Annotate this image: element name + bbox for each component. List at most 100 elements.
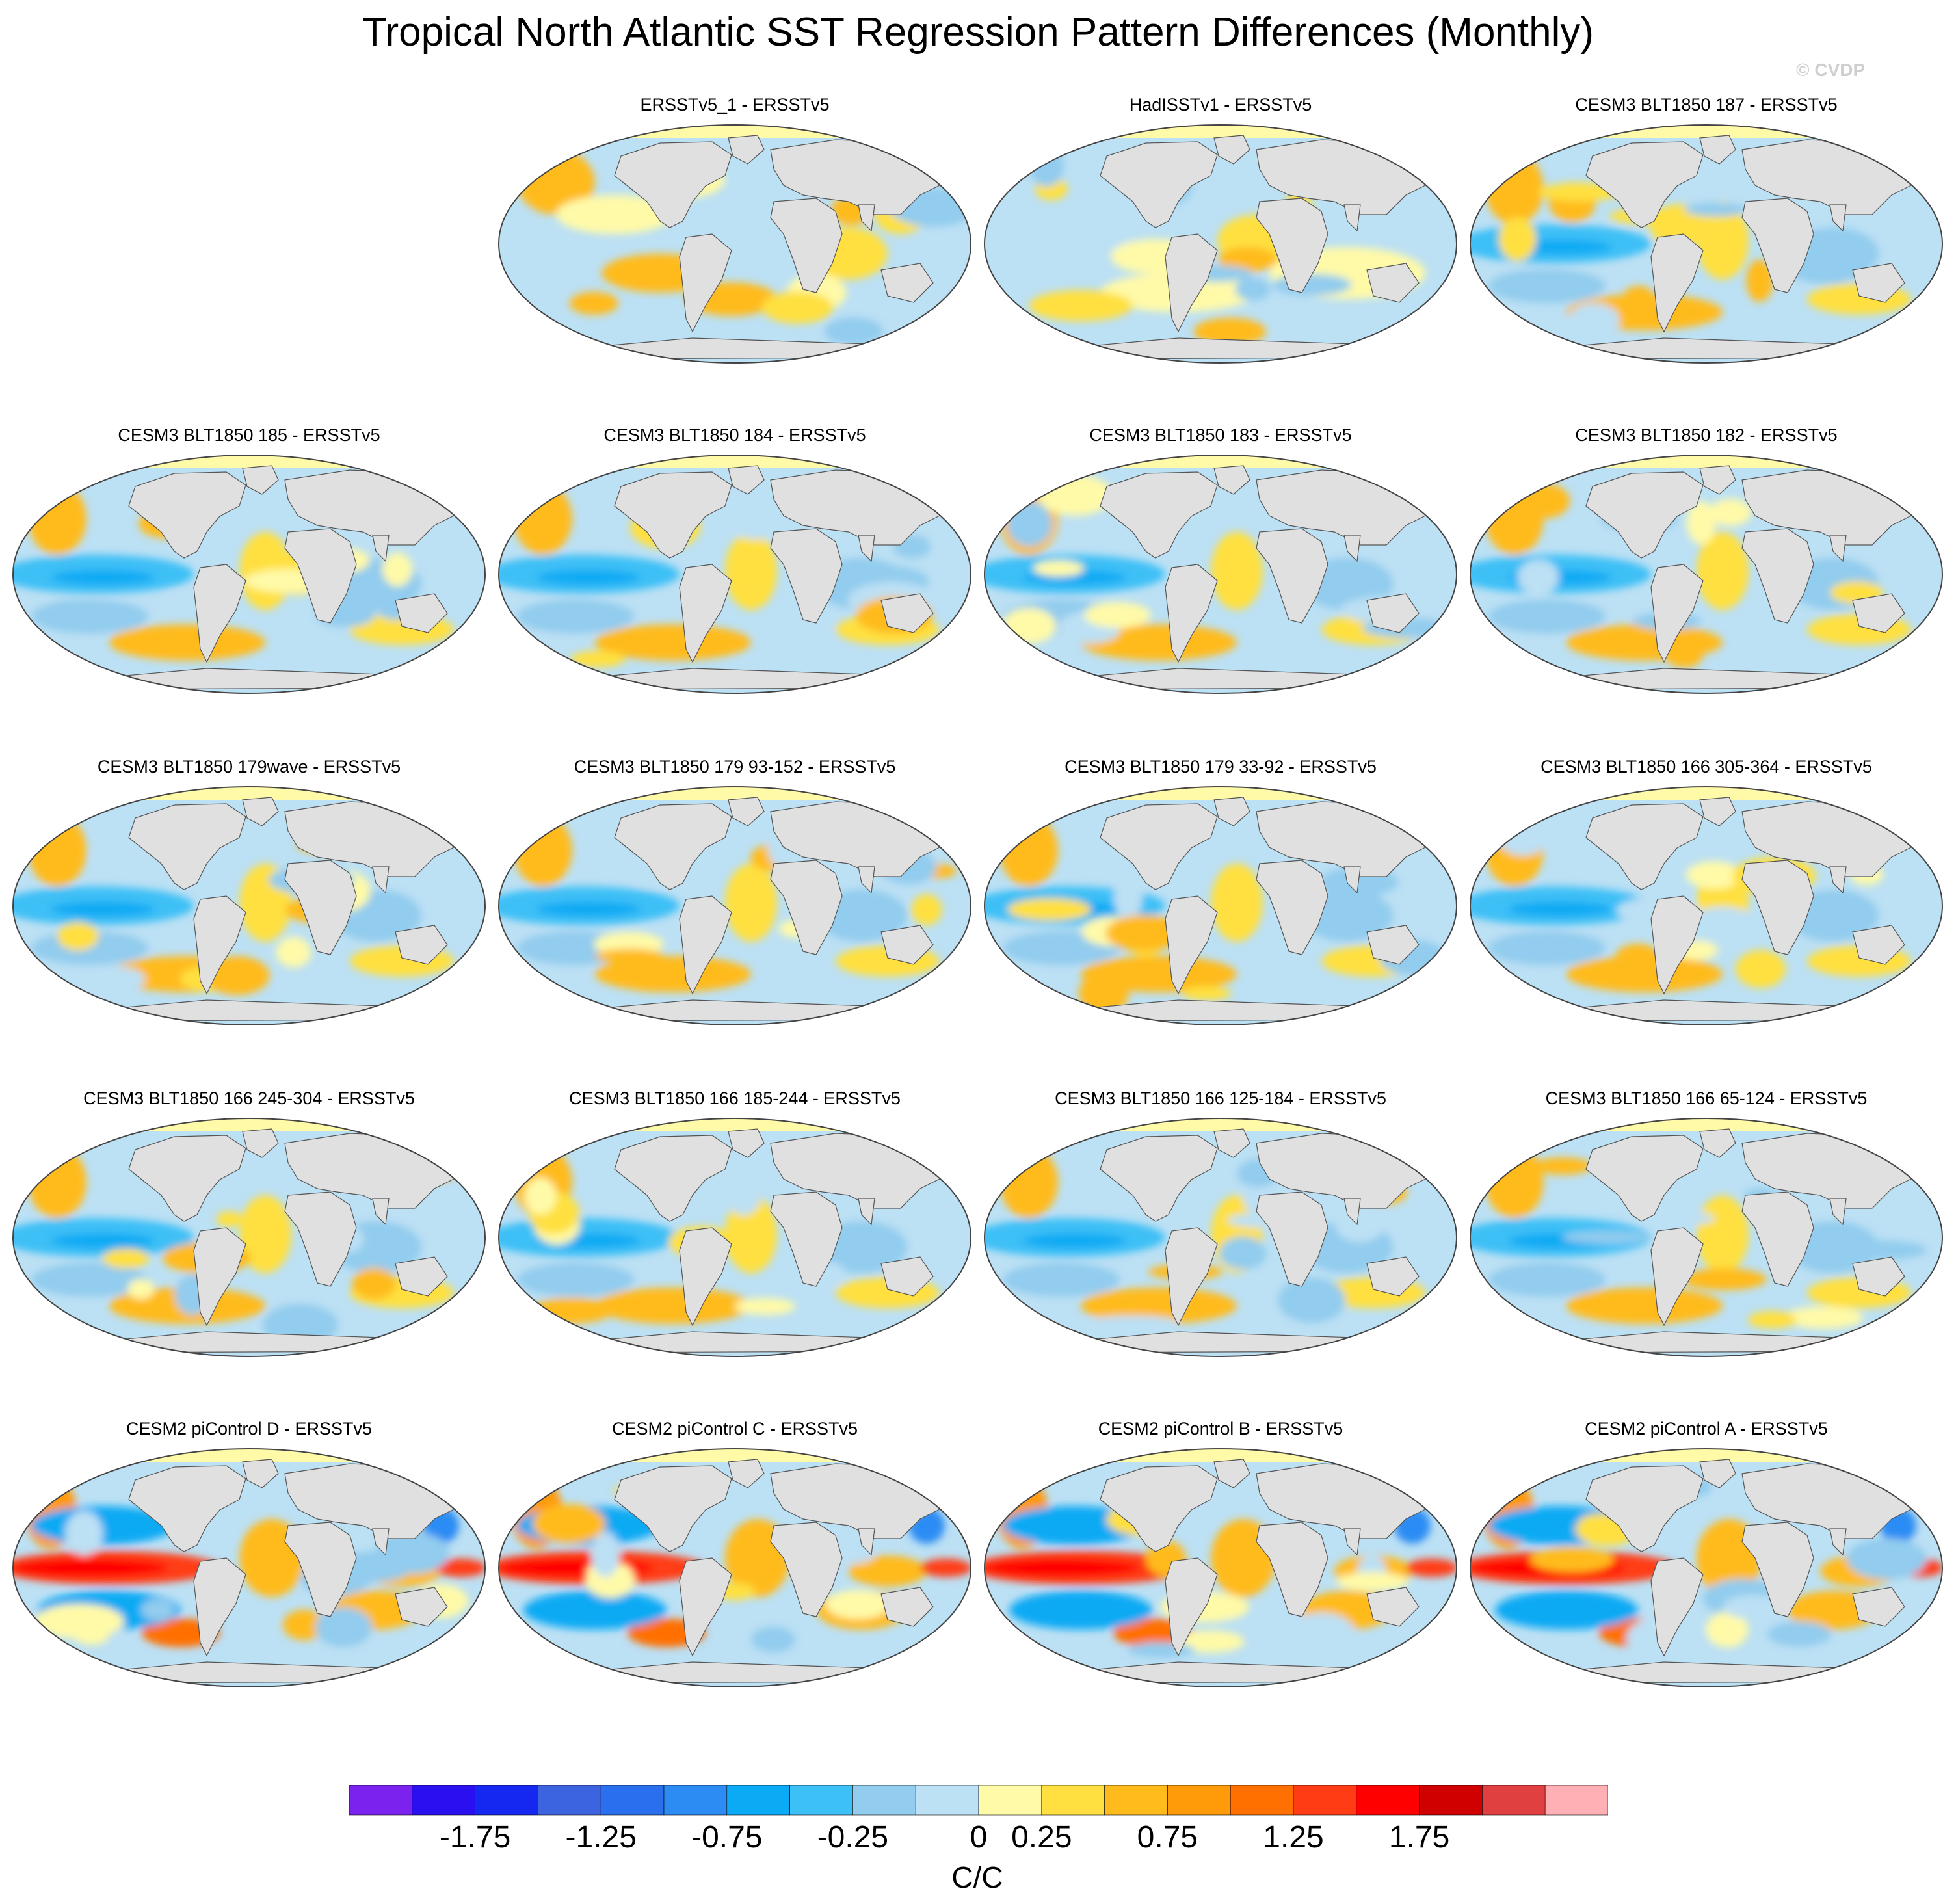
anomaly-region <box>776 620 834 638</box>
world-map <box>498 786 971 1025</box>
land-outline <box>128 471 246 559</box>
colorbar-box <box>915 1785 979 1816</box>
anomaly-region <box>533 1504 605 1544</box>
anomaly-region <box>1272 274 1352 296</box>
anomaly-region <box>536 570 641 585</box>
land-outline <box>614 1465 732 1552</box>
land-outline <box>1213 465 1250 495</box>
land-outline <box>1741 1522 1814 1617</box>
land-outline <box>1100 1135 1218 1222</box>
world-map <box>984 455 1457 694</box>
anomaly-region <box>1517 483 1570 519</box>
anomaly-region <box>1498 217 1537 261</box>
land-outline <box>1829 1528 1847 1556</box>
anomaly-region <box>1128 1642 1195 1658</box>
land-outline <box>395 1587 448 1627</box>
land-outline <box>395 593 448 633</box>
anomaly-region <box>1182 986 1232 1001</box>
anomaly-region <box>1533 1157 1593 1175</box>
anomaly-region <box>1336 1572 1408 1591</box>
land-outline <box>1366 593 1420 633</box>
anomaly-region <box>1009 1591 1152 1630</box>
land-outline <box>1650 1227 1704 1327</box>
anomaly-region <box>1087 1316 1178 1329</box>
anomaly-region <box>1078 971 1130 1015</box>
world-map <box>498 455 971 694</box>
anomaly-region <box>761 291 834 324</box>
anomaly-region <box>28 815 86 886</box>
panel-title: CESM3 BLT1850 179wave - ERSSTv5 <box>97 757 401 776</box>
panel-title: CESM3 BLT1850 179 93-152 - ERSSTv5 <box>574 757 896 776</box>
panel-title: CESM2 piControl D - ERSSTv5 <box>126 1419 373 1438</box>
land-outline <box>770 528 843 624</box>
land-outline <box>1852 593 1905 633</box>
anomaly-region <box>57 922 99 951</box>
colorbar-box <box>726 1785 790 1816</box>
panel-title: CESM3 BLT1850 166 305-364 - ERSSTv5 <box>1540 757 1872 776</box>
land-outline <box>1650 1557 1704 1657</box>
colorbar-tick-label: -0.25 <box>817 1820 889 1855</box>
anomaly-region <box>1735 949 1786 988</box>
anomaly-region <box>1289 1612 1355 1654</box>
anomaly-region <box>1488 269 1606 303</box>
panel-title: CESM2 piControl A - ERSSTv5 <box>1585 1419 1828 1438</box>
land-outline <box>193 564 246 663</box>
land-outline <box>1852 925 1905 965</box>
anomaly-region <box>1485 1146 1544 1218</box>
panel-title: CESM3 BLT1850 187 - ERSSTv5 <box>1575 95 1838 114</box>
land-outline <box>1343 1528 1361 1556</box>
anomaly-region <box>73 1627 109 1645</box>
world-map <box>12 1118 486 1357</box>
anomaly-region <box>1211 532 1263 610</box>
colorbar-box <box>1356 1785 1420 1816</box>
land-outline <box>1256 1522 1328 1617</box>
anomaly-region <box>920 1559 971 1577</box>
panel-title: CESM3 BLT1850 166 185-244 - ERSSTv5 <box>569 1089 901 1108</box>
world-map <box>498 1118 971 1357</box>
anomaly-region <box>734 1298 796 1316</box>
land-outline <box>242 1128 279 1158</box>
anomaly-region <box>595 949 664 964</box>
anomaly-region <box>1682 1268 1767 1291</box>
land-outline <box>1829 535 1847 562</box>
colorbar-box <box>1482 1785 1546 1816</box>
anomaly-region <box>1709 498 1752 527</box>
anomaly-region <box>1488 1263 1606 1297</box>
land-outline <box>1343 535 1361 562</box>
anomaly-region <box>1218 246 1277 272</box>
anomaly-region <box>1686 501 1716 545</box>
colorbar-box <box>600 1785 665 1816</box>
anomaly-region <box>1688 906 1757 944</box>
panel-title: CESM3 BLT1850 166 125-184 - ERSSTv5 <box>1055 1089 1386 1108</box>
anomaly-region <box>1029 148 1064 187</box>
land-outline <box>770 198 843 293</box>
land-outline <box>1852 1587 1905 1627</box>
colorbar-box <box>1167 1785 1231 1816</box>
land-outline <box>1829 204 1847 232</box>
land-outline <box>284 1522 357 1617</box>
anomaly-region <box>614 960 695 992</box>
land-outline <box>395 1256 448 1297</box>
colorbar-tick-label: -1.25 <box>565 1820 637 1855</box>
panel-title: CESM3 BLT1850 179 33-92 - ERSSTv5 <box>1064 757 1377 776</box>
anomaly-region <box>1485 153 1544 224</box>
colorbar-box <box>1419 1785 1483 1816</box>
world-map <box>984 1118 1457 1357</box>
colorbar <box>349 1785 1608 1816</box>
anomaly-region <box>595 624 751 661</box>
world-map <box>12 1448 486 1687</box>
land-outline <box>679 233 732 333</box>
land-outline <box>1213 1128 1250 1158</box>
land-outline <box>1699 1128 1736 1158</box>
colorbar-tick-label: -1.75 <box>439 1820 511 1855</box>
land-outline <box>880 593 934 633</box>
anomaly-region <box>824 317 883 345</box>
land-outline <box>679 895 732 995</box>
anomaly-region <box>999 815 1058 886</box>
land-outline <box>1741 198 1814 293</box>
land-outline <box>284 528 357 624</box>
anomaly-region <box>239 1195 291 1273</box>
land-outline <box>1699 465 1736 495</box>
colorbar-box <box>1544 1785 1608 1816</box>
land-outline <box>1100 141 1218 228</box>
